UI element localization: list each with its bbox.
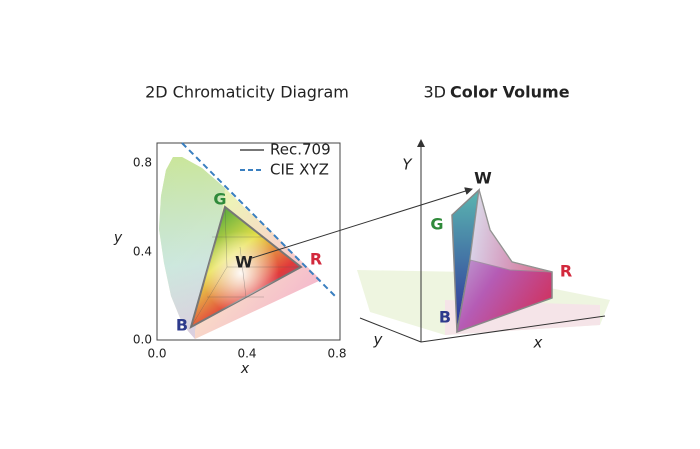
left-title: 2D Chromaticity Diagram xyxy=(145,83,349,102)
axis-label: x xyxy=(533,334,543,352)
horizontal-axis xyxy=(420,315,606,343)
right-title-prefix: 3D xyxy=(424,83,447,102)
x-tick-label: 0.0 xyxy=(147,347,166,361)
vertex-label: W xyxy=(474,169,492,188)
depth-axis xyxy=(359,317,422,343)
spectral-locus-left xyxy=(159,157,225,339)
connector-arrow xyxy=(251,187,473,259)
vertex-label: W xyxy=(235,253,253,272)
axis-label: y xyxy=(373,331,384,349)
right-title-bold: Color Volume xyxy=(450,83,570,102)
vertex-label: B xyxy=(439,308,451,327)
plot-frame xyxy=(156,142,341,341)
y-axis-label: y xyxy=(113,230,123,246)
vertex-label: G xyxy=(430,215,443,234)
mesh xyxy=(190,206,301,328)
vertex-label: R xyxy=(310,250,322,269)
vertex-label: G xyxy=(213,190,226,209)
legend-label: Rec.709 xyxy=(270,141,331,159)
vertex-label: B xyxy=(176,316,188,335)
axis-label: Y xyxy=(402,156,413,174)
cie-xyz-line xyxy=(181,142,338,299)
y-tick-label: 0.0 xyxy=(133,333,152,347)
volume-top xyxy=(469,189,553,273)
legend-label: CIE XYZ xyxy=(270,161,329,179)
y-tick-label: 0.8 xyxy=(133,156,152,170)
y-tick-label: 0.4 xyxy=(133,245,152,259)
vertex-label: R xyxy=(560,262,572,281)
x-tick-label: 0.8 xyxy=(327,347,346,361)
x-axis-label: x xyxy=(240,361,250,377)
x-tick-label: 0.4 xyxy=(237,347,256,361)
